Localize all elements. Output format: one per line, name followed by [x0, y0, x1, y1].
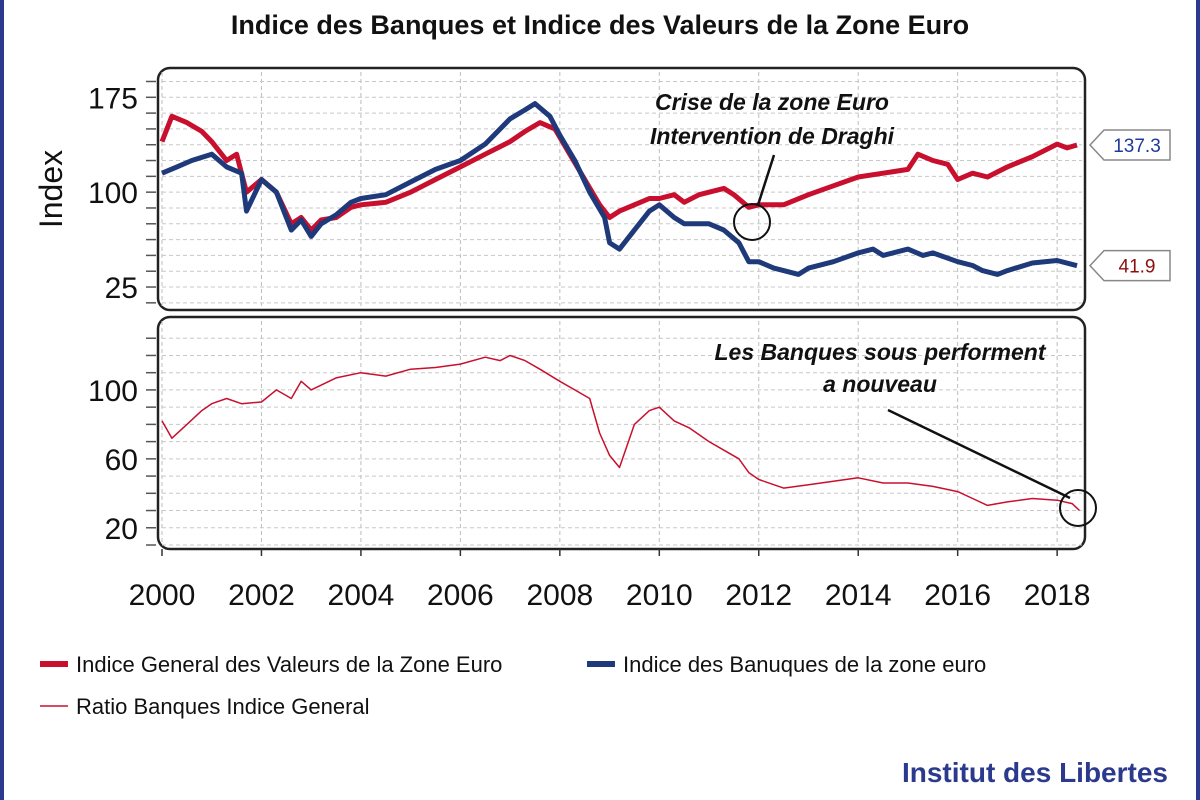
end-value-badge: 41.9 [1088, 249, 1171, 282]
annotation-top-circle [733, 203, 771, 241]
legend-label-banks: Indice des Banuques de la zone euro [623, 652, 986, 677]
top-panel-frame [156, 66, 1087, 312]
x-tick-label: 2010 [626, 579, 693, 612]
badge-shape [1088, 249, 1171, 282]
x-axis: 2000 2002 2004 2006 2008 2010 2012 2014 2016 2018 [129, 549, 1091, 612]
x-tick-label: 2018 [1024, 579, 1091, 612]
x-tick-label: 2000 [129, 579, 196, 612]
y-tick-label: 60 [105, 444, 138, 477]
badge-shape [1088, 129, 1171, 161]
y-tick-label: 175 [88, 82, 138, 115]
bottom-y-axis: 20 60 100 [88, 337, 156, 546]
y-tick-label: 25 [105, 272, 138, 305]
bottom-grid [161, 321, 1082, 546]
x-tick-label: 2002 [228, 579, 295, 612]
annotation-bottom-pointer [887, 408, 1071, 500]
legend-label-ratio: Ratio Banques Indice General [76, 694, 370, 719]
end-value-badge: 137.3 [1088, 129, 1171, 161]
end-value-badges: 137.3 41.9 [1088, 129, 1171, 282]
annotation-bottom-circle [1059, 489, 1097, 527]
legend: Indice General des Valeurs de la Zone Eu… [40, 652, 986, 719]
chart-title: Indice des Banques et Indice des Valeurs… [231, 10, 969, 40]
annotation-top-pointer [756, 154, 776, 206]
bottom-panel: 20 60 100 2000 2002 2004 2006 2008 2010 2012 2014… [88, 315, 1091, 612]
badge-value: 41.9 [1119, 257, 1156, 278]
y-tick-label: 100 [88, 177, 138, 210]
badge-value: 137.3 [1113, 136, 1161, 157]
series-line [161, 101, 1078, 277]
y-axis-title: Index [33, 150, 69, 228]
x-tick-label: 2004 [328, 579, 395, 612]
x-tick-label: 2012 [725, 579, 792, 612]
annotation-bottom-line2: a nouveau [823, 371, 937, 397]
legend-label-general: Indice General des Valeurs de la Zone Eu… [76, 652, 502, 677]
y-tick-label: 20 [105, 513, 138, 546]
series-line [161, 354, 1081, 512]
top-series [159, 101, 1078, 277]
x-tick-label: 2008 [526, 579, 593, 612]
x-tick-label: 2006 [427, 579, 494, 612]
annotation-bottom-line1: Les Banques sous performent [714, 339, 1046, 365]
annotation-top-line1: Crise de la zone Euro [655, 89, 889, 115]
y-tick-label: 100 [88, 375, 138, 408]
x-tick-label: 2016 [924, 579, 991, 612]
top-y-axis: 25 100 175 [88, 80, 156, 305]
x-tick-label: 2014 [825, 579, 892, 612]
bottom-series [161, 354, 1081, 512]
brand-label: Institut des Libertes [902, 757, 1168, 788]
annotation-top-line2: Intervention de Draghi [650, 123, 895, 149]
top-panel: 25 100 175 137.3 41.9 [88, 66, 1171, 312]
